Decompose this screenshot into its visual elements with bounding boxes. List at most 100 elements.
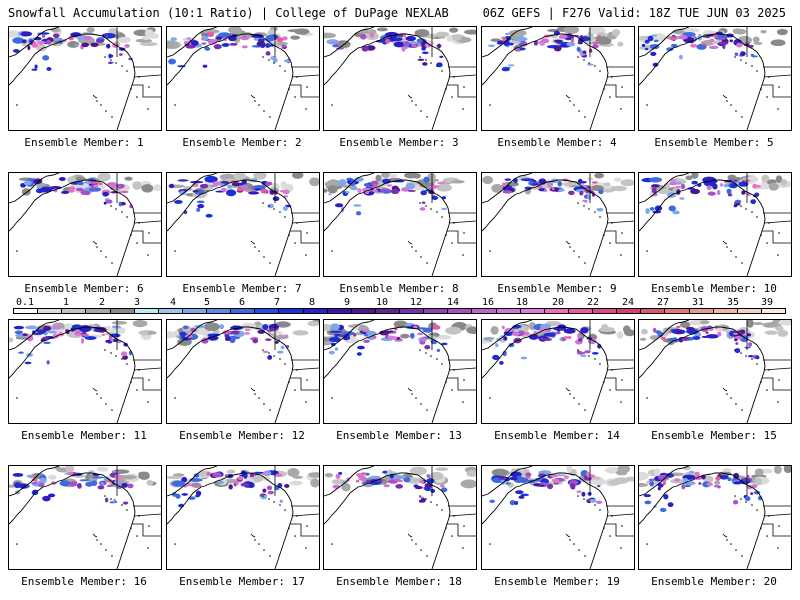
snowfall-map [167, 173, 319, 276]
colorbar-swatch [207, 309, 232, 313]
colorbar-tick-label: 1 [62, 297, 70, 308]
colorbar-swatch [38, 309, 63, 313]
colorbar-swatch [279, 309, 304, 313]
member-map-panel [323, 172, 477, 277]
colorbar-swatch [424, 309, 449, 313]
colorbar-swatch [641, 309, 666, 313]
colorbar-swatch [14, 309, 39, 313]
snowfall-map [9, 27, 161, 130]
colorbar-swatch [134, 309, 159, 313]
colorbar-swatch [375, 309, 400, 313]
snowfall-map [482, 173, 634, 276]
colorbar-swatch [617, 309, 642, 313]
colorbar-swatch [400, 309, 425, 313]
member-label: Ensemble Member: 19 [494, 575, 620, 588]
snowfall-map [167, 27, 319, 130]
colorbar-swatch [665, 309, 690, 313]
member-map-panel [8, 319, 162, 424]
member-map-panel [8, 172, 162, 277]
member-label: Ensemble Member: 20 [651, 575, 777, 588]
colorbar-tick-label: 0.1 [15, 297, 35, 308]
member-label: Ensemble Member: 18 [336, 575, 462, 588]
colorbar-tick-label: 16 [481, 297, 495, 308]
run-valid-time: 06Z GEFS | F276 Valid: 18Z TUE JUN 03 20… [482, 6, 786, 20]
member-label: Ensemble Member: 2 [182, 136, 302, 149]
snowfall-map [324, 173, 476, 276]
member-map-panel [481, 465, 635, 570]
snowfall-map [482, 466, 634, 569]
member-map-panel [166, 172, 320, 277]
member-map-panel [481, 319, 635, 424]
colorbar-tick-label: 12 [409, 297, 423, 308]
member-label: Ensemble Member: 13 [336, 429, 462, 442]
colorbar-tick-label: 24 [621, 297, 635, 308]
member-map-panel [166, 465, 320, 570]
colorbar-swatch [496, 309, 521, 313]
colorbar-tick-label: 8 [308, 297, 316, 308]
snowfall-map [9, 320, 161, 423]
member-map-panel [638, 172, 792, 277]
colorbar-swatch [472, 309, 497, 313]
colorbar-tick-label: 10 [375, 297, 389, 308]
member-map-panel [8, 465, 162, 570]
member-label: Ensemble Member: 3 [339, 136, 459, 149]
member-map-panel [166, 26, 320, 131]
colorbar-swatches [13, 308, 786, 314]
colorbar-tick-label: 9 [343, 297, 351, 308]
member-label: Ensemble Member: 7 [182, 282, 302, 295]
colorbar-tick-label: 18 [515, 297, 529, 308]
colorbar-tick-label: 6 [238, 297, 246, 308]
colorbar-swatch [86, 309, 111, 313]
colorbar-swatch [351, 309, 376, 313]
snowfall-map [482, 27, 634, 130]
snowfall-map [639, 173, 791, 276]
colorbar-tick-label: 7 [273, 297, 281, 308]
snowfall-map [9, 173, 161, 276]
colorbar-tick-label: 3 [133, 297, 141, 308]
member-label: Ensemble Member: 12 [179, 429, 305, 442]
member-map-panel [638, 465, 792, 570]
member-label: Ensemble Member: 14 [494, 429, 620, 442]
colorbar-tick-label: 39 [760, 297, 774, 308]
member-map-panel [323, 319, 477, 424]
colorbar-tick-label: 5 [203, 297, 211, 308]
member-map-panel [481, 172, 635, 277]
member-label: Ensemble Member: 17 [179, 575, 305, 588]
member-map-panel [638, 319, 792, 424]
colorbar-swatch [568, 309, 593, 313]
member-map-panel [166, 319, 320, 424]
snowfall-map [324, 27, 476, 130]
colorbar-swatch [689, 309, 714, 313]
colorbar-tick-label: 22 [586, 297, 600, 308]
colorbar-tick-label: 27 [656, 297, 670, 308]
colorbar-swatch [62, 309, 87, 313]
product-title: Snowfall Accumulation (10:1 Ratio) | Col… [8, 6, 449, 20]
colorbar-swatch [713, 309, 738, 313]
member-label: Ensemble Member: 9 [497, 282, 617, 295]
member-label: Ensemble Member: 8 [339, 282, 459, 295]
member-label: Ensemble Member: 11 [21, 429, 147, 442]
member-label: Ensemble Member: 10 [651, 282, 777, 295]
colorbar-tick-label: 14 [446, 297, 460, 308]
snowfall-map [324, 320, 476, 423]
member-map-panel [8, 26, 162, 131]
colorbar-swatch [737, 309, 762, 313]
member-label: Ensemble Member: 4 [497, 136, 617, 149]
member-map-panel [323, 465, 477, 570]
colorbar-swatch [182, 309, 207, 313]
colorbar-tick-label: 31 [691, 297, 705, 308]
snowfall-map [482, 320, 634, 423]
member-label: Ensemble Member: 15 [651, 429, 777, 442]
colorbar-swatch [520, 309, 545, 313]
member-label: Ensemble Member: 1 [24, 136, 144, 149]
member-map-panel [481, 26, 635, 131]
member-label: Ensemble Member: 5 [654, 136, 774, 149]
colorbar-swatch [327, 309, 352, 313]
snowfall-map [324, 466, 476, 569]
colorbar-swatch [231, 309, 256, 313]
member-map-panel [638, 26, 792, 131]
colorbar-swatch [158, 309, 183, 313]
snowfall-map [639, 27, 791, 130]
colorbar-swatch [110, 309, 135, 313]
snowfall-map [167, 320, 319, 423]
